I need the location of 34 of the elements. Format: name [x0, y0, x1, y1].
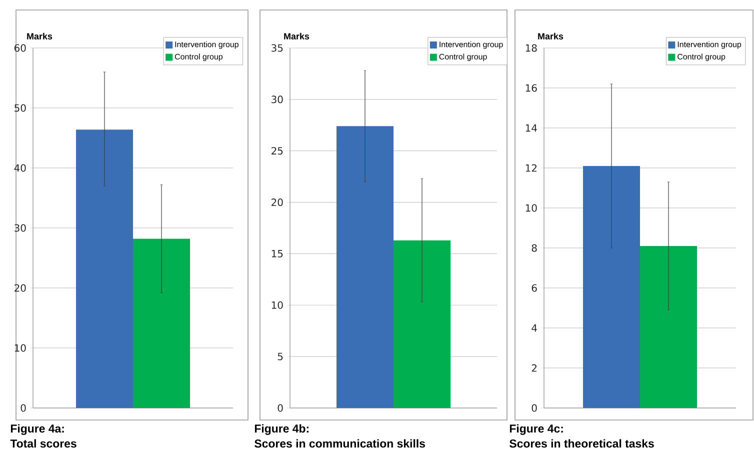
- y-tick-label: 0: [278, 404, 283, 412]
- y-tick-label: 10: [526, 204, 537, 212]
- y-tick-label: 10: [14, 344, 26, 352]
- y-tick-label: 50: [14, 104, 26, 112]
- y-axis-title: Marks: [284, 32, 310, 40]
- y-tick-label: 8: [532, 244, 537, 252]
- y-tick-label: 0: [532, 404, 537, 412]
- y-tick-label: 25: [272, 147, 283, 155]
- y-tick-label: 12: [526, 164, 536, 172]
- y-axis-title: Marks: [538, 32, 564, 40]
- y-tick-label: 16: [526, 84, 537, 92]
- y-tick-label: 5: [278, 352, 283, 360]
- y-tick-label: 40: [14, 164, 26, 172]
- y-tick-label: 30: [272, 96, 283, 104]
- text: Scores in theoretical tasks: [510, 439, 654, 448]
- y-tick-label: 2: [532, 364, 536, 372]
- y-tick-label: 10: [272, 301, 283, 309]
- y-tick-label: 30: [14, 224, 26, 232]
- text: Scores in communication skills: [254, 439, 426, 448]
- text: Figure 4c:: [510, 424, 563, 435]
- y-tick-label: 60: [14, 44, 26, 52]
- y-tick-label: 14: [526, 124, 537, 132]
- y-tick-label: 35: [272, 44, 283, 52]
- text: Total scores: [10, 439, 76, 448]
- y-tick-label: 6: [532, 284, 537, 292]
- text: Figure 4b:: [254, 424, 308, 435]
- text: Figure 4a:: [10, 424, 64, 435]
- y-tick-label: 0: [20, 404, 26, 412]
- y-tick-label: 4: [532, 324, 537, 332]
- y-tick-label: 20: [272, 198, 283, 206]
- y-tick-label: 15: [272, 250, 283, 258]
- y-axis-title: Marks: [27, 32, 52, 40]
- y-tick-label: 18: [526, 44, 537, 52]
- y-tick-label: 20: [14, 284, 26, 292]
